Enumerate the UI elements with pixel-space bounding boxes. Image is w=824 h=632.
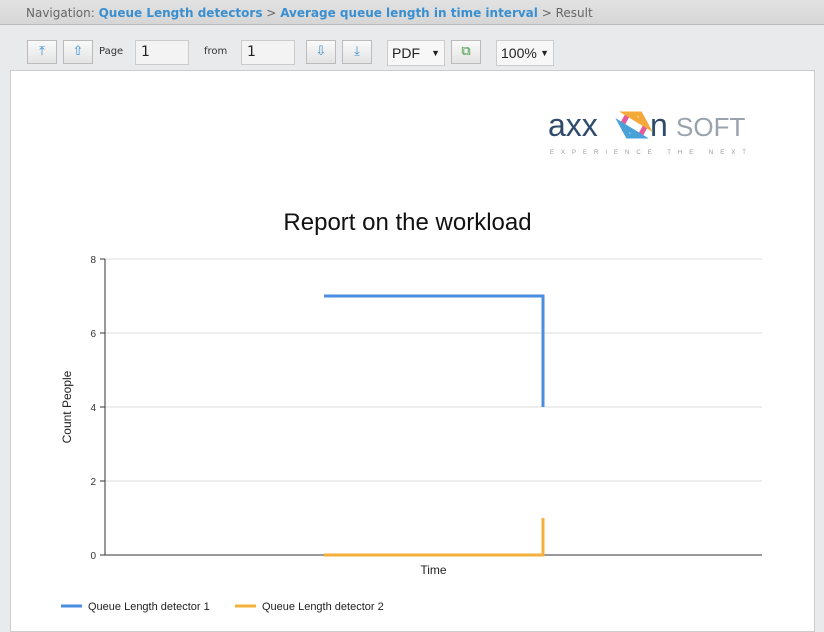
svg-text:SOFT: SOFT xyxy=(676,112,745,142)
next-page-button[interactable]: ⇩ xyxy=(306,40,336,64)
breadcrumb-prefix: Navigation: xyxy=(26,6,95,20)
last-page-button[interactable]: ⤓ xyxy=(342,40,372,64)
zoom-value: 100% xyxy=(501,45,537,61)
chart-title: Report on the workload xyxy=(283,209,532,236)
first-page-button[interactable]: ⤒ xyxy=(27,40,57,64)
svg-text:axx: axx xyxy=(548,108,598,143)
prev-page-button[interactable]: ⇧ xyxy=(63,40,93,64)
y-tick-label: 8 xyxy=(90,255,96,266)
series-line-2 xyxy=(324,518,545,557)
y-tick-label: 6 xyxy=(90,329,96,340)
y-axis-label: Count People xyxy=(60,370,74,443)
breadcrumb-link-average[interactable]: Average queue length in time interval xyxy=(280,6,538,20)
breadcrumb-separator: > xyxy=(541,6,552,20)
format-select[interactable]: PDF ▼ xyxy=(387,40,445,66)
y-tick-label: 0 xyxy=(90,551,96,562)
breadcrumb: Navigation: Queue Length detectors > Ave… xyxy=(0,0,824,25)
report-page: axx n SOFT EXPERIENCE THE NEXT Report on… xyxy=(10,70,815,632)
dropdown-arrow-icon: ▼ xyxy=(540,48,549,58)
arrow-up-icon: ⇧ xyxy=(72,44,84,59)
x-axis-label: Time xyxy=(420,563,447,577)
breadcrumb-current: Result xyxy=(555,6,593,20)
axxonsoft-logo: axx n SOFT EXPERIENCE THE NEXT xyxy=(548,107,778,158)
legend-label: Queue Length detector 2 xyxy=(262,601,384,613)
y-tick-label: 4 xyxy=(90,403,96,414)
format-value: PDF xyxy=(392,45,420,61)
y-tick-label: 2 xyxy=(90,477,96,488)
chart: 0 2 4 6 8 Time Count People Queue Length detect… xyxy=(60,255,762,613)
dropdown-arrow-icon: ▼ xyxy=(431,48,440,58)
export-icon: ⧉ xyxy=(461,44,471,59)
legend-label: Queue Length detector 1 xyxy=(88,601,210,613)
arrow-to-top-icon: ⤒ xyxy=(39,44,45,59)
arrow-down-icon: ⇩ xyxy=(315,44,327,59)
export-button[interactable]: ⧉ xyxy=(451,40,481,64)
breadcrumb-separator: > xyxy=(266,6,277,20)
svg-text:n: n xyxy=(650,108,668,143)
zoom-select[interactable]: 100% ▼ xyxy=(496,40,554,66)
page-label: Page xyxy=(99,46,124,57)
svg-text:EXPERIENCE THE NEXT: EXPERIENCE THE NEXT xyxy=(550,150,753,156)
breadcrumb-link-detectors[interactable]: Queue Length detectors xyxy=(98,6,263,20)
from-label: from xyxy=(204,46,228,57)
series-line-1 xyxy=(324,294,545,407)
page-input[interactable]: 1 xyxy=(135,40,189,65)
page-count-field: 1 xyxy=(241,40,295,65)
arrow-to-bottom-icon: ⤓ xyxy=(354,44,360,59)
